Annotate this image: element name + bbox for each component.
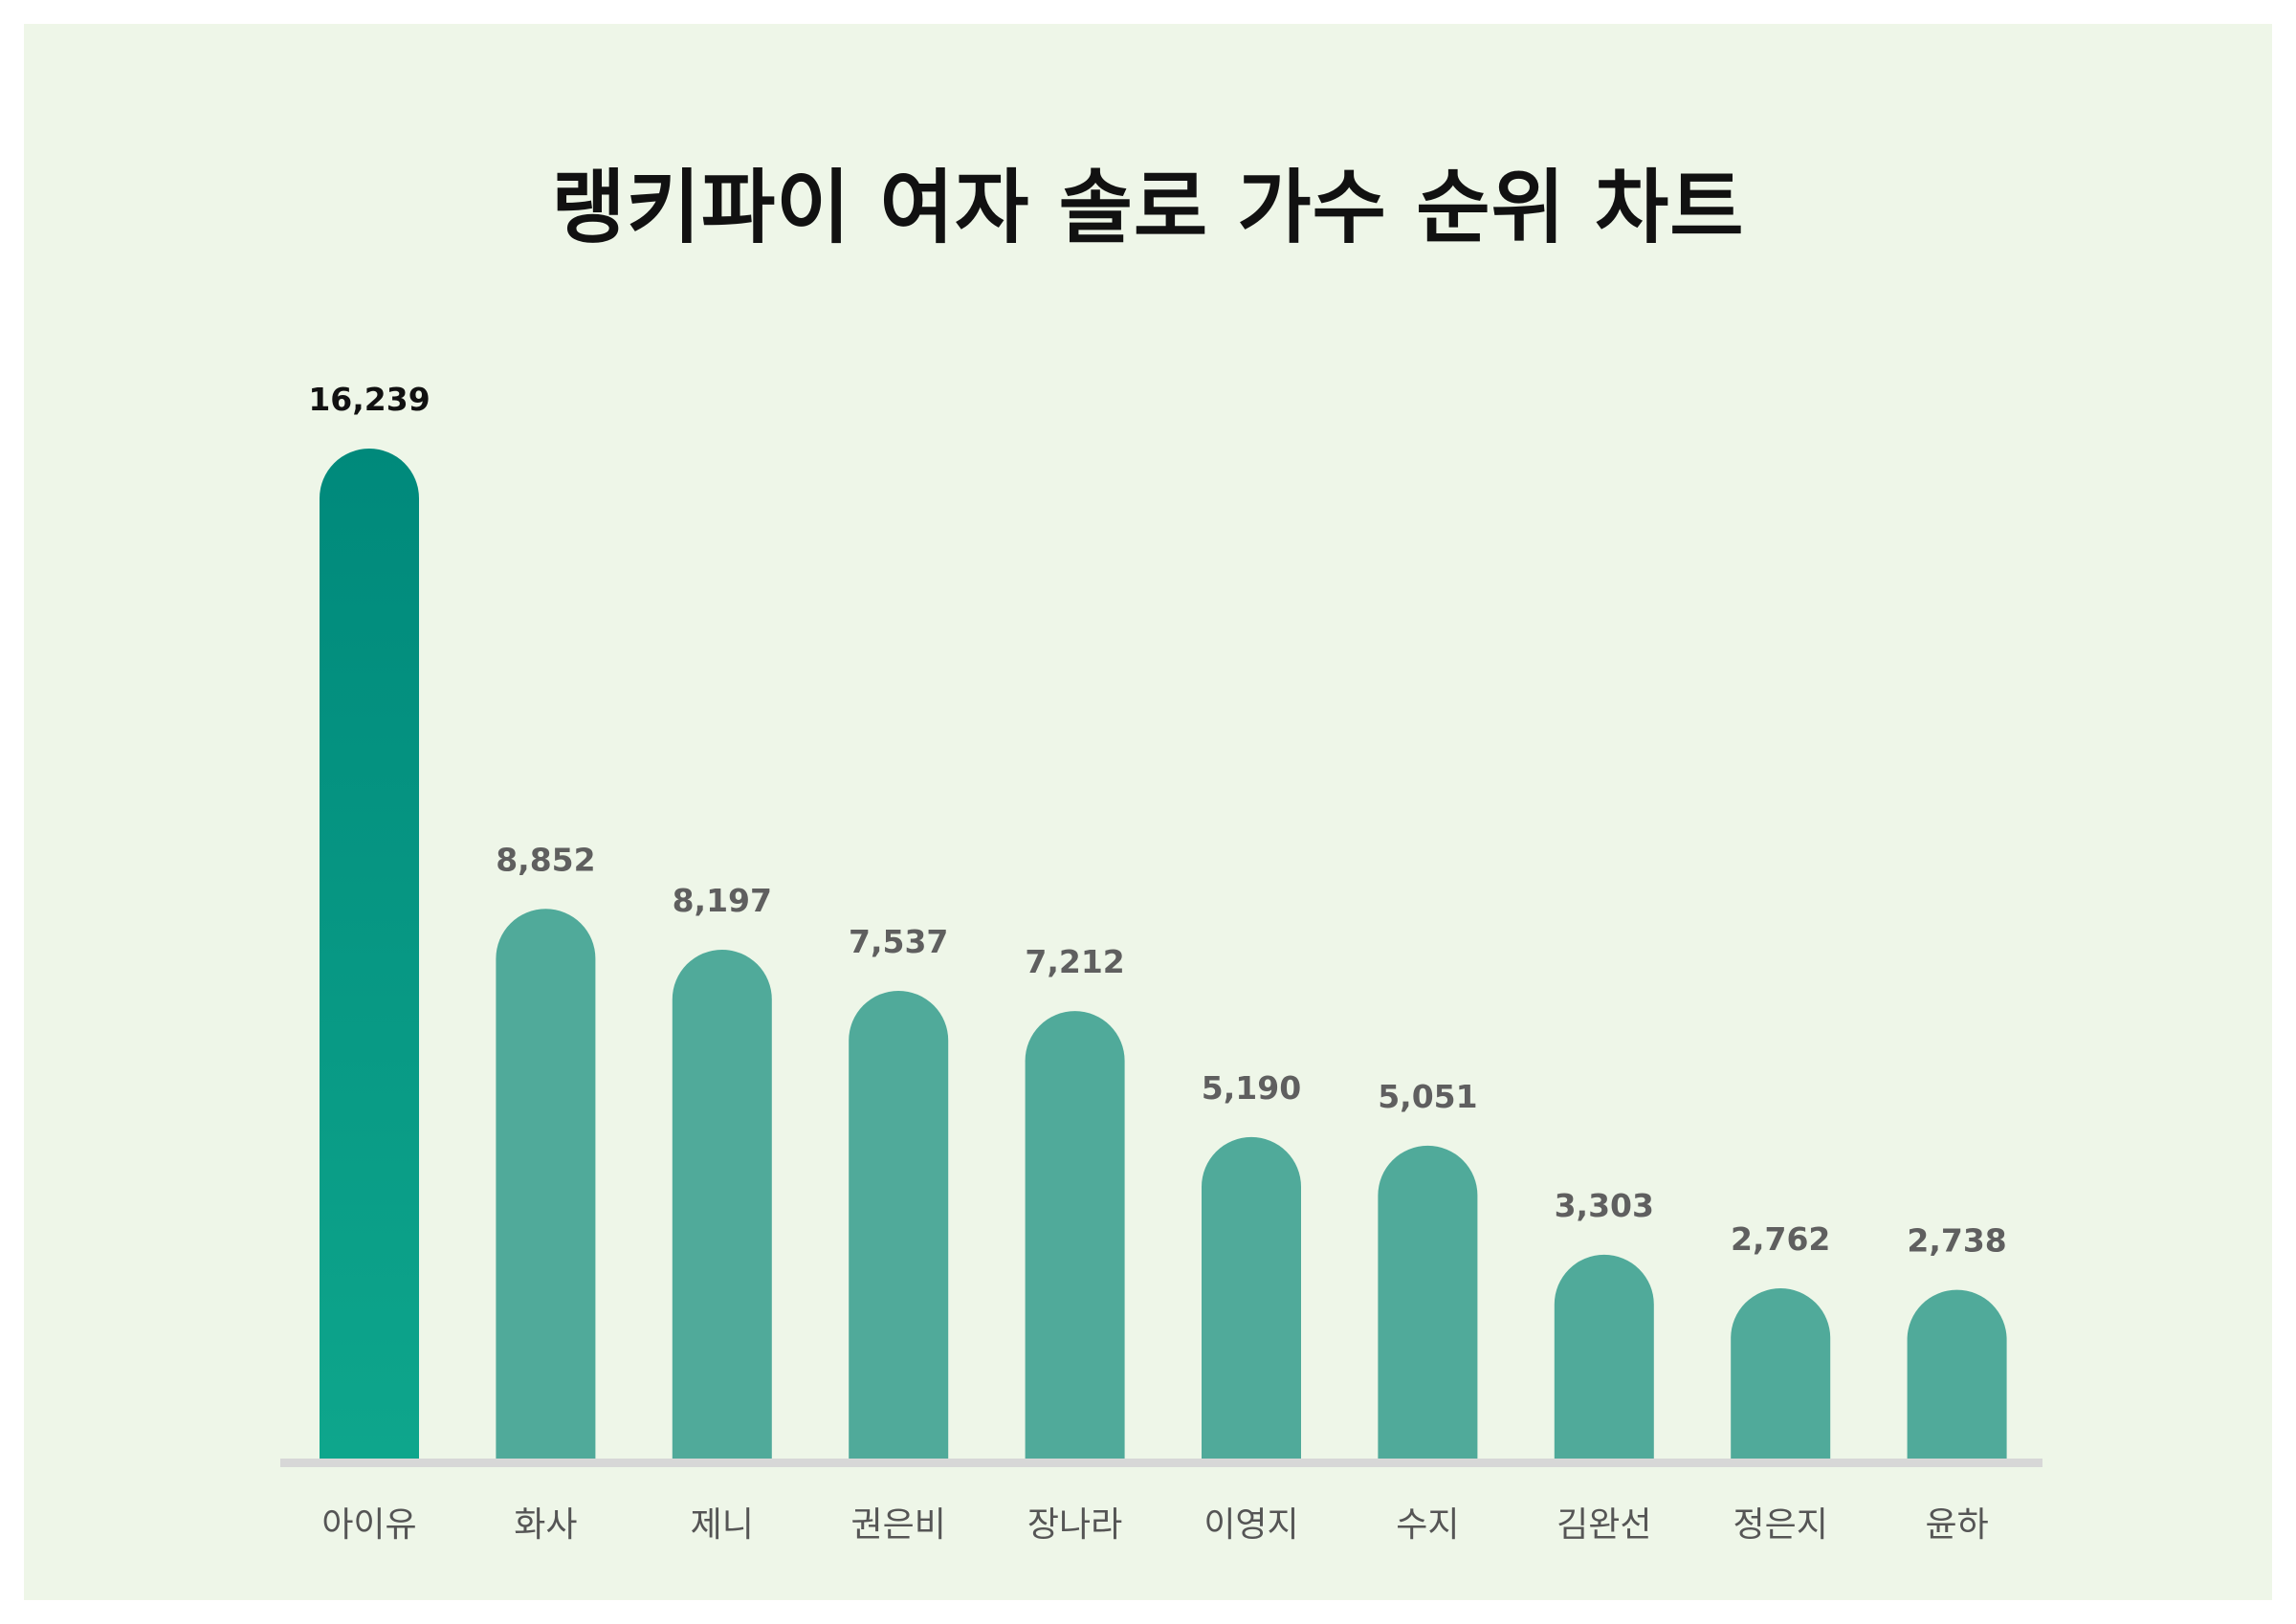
category-label-6: 이영지 [1203, 1505, 1298, 1545]
category-label-10: 윤하 [1925, 1505, 1988, 1545]
value-label-1: 16,239 [308, 381, 430, 418]
category-label-5: 장나라 [1027, 1505, 1122, 1545]
x-axis-baseline [280, 1459, 2042, 1467]
bar-9 [1731, 1288, 1831, 1460]
category-label-8: 김완선 [1556, 1505, 1651, 1545]
category-label-7: 수지 [1396, 1505, 1459, 1545]
value-label-4: 7,537 [849, 923, 948, 960]
chart-title: 랭키파이 여자 솔로 가수 순위 차트 [551, 161, 1745, 254]
category-label-3: 제니 [691, 1505, 754, 1545]
value-label-10: 2,738 [1907, 1222, 2006, 1260]
value-label-8: 3,303 [1555, 1187, 1654, 1224]
bar-5 [1025, 1011, 1125, 1460]
bar-6 [1202, 1136, 1301, 1460]
category-label-1: 아이유 [321, 1505, 416, 1545]
category-label-2: 화사 [514, 1505, 577, 1545]
bar-10 [1907, 1289, 2007, 1460]
value-label-3: 8,197 [673, 882, 772, 919]
bar-8 [1554, 1254, 1654, 1460]
bar-3 [672, 949, 772, 1460]
value-label-9: 2,762 [1731, 1220, 1830, 1258]
value-label-6: 5,190 [1202, 1069, 1301, 1107]
value-label-5: 7,212 [1025, 943, 1124, 980]
bar-7 [1378, 1145, 1478, 1460]
bar-1 [320, 449, 419, 1460]
category-label-9: 정은지 [1733, 1505, 1828, 1545]
bars-layer [320, 449, 2007, 1460]
labels-layer: 16,239 아이유 8,852 화사 8,197 제니 7,537 권은비 7,212 장나라 5… [308, 381, 2006, 1545]
bar-4 [849, 990, 949, 1460]
value-label-7: 5,051 [1378, 1078, 1477, 1115]
value-label-2: 8,852 [496, 841, 595, 878]
category-label-4: 권은비 [851, 1505, 946, 1545]
bar-2 [496, 909, 596, 1460]
